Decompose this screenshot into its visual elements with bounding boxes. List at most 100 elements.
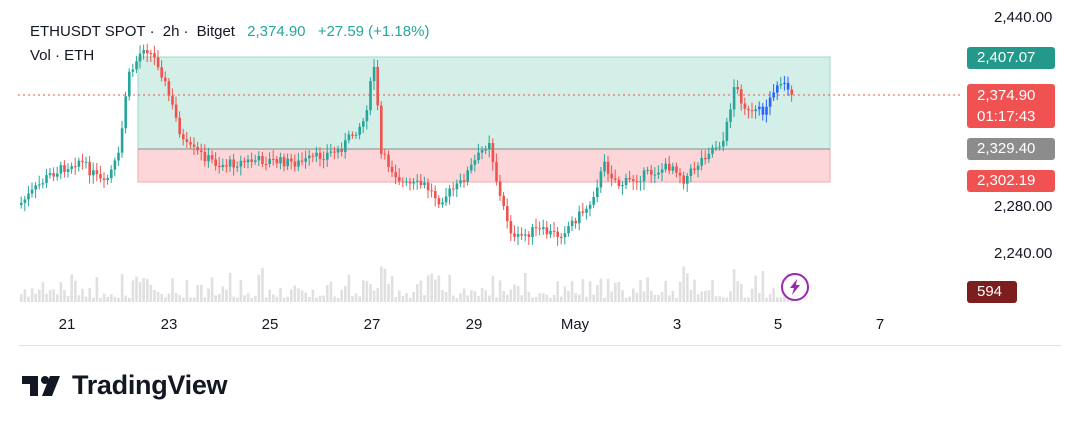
volume-bar — [560, 296, 563, 302]
candle-body — [196, 146, 199, 151]
volume-legend[interactable]: Vol · ETH — [30, 47, 95, 64]
candle-body — [704, 157, 707, 160]
volume-bar — [520, 295, 523, 302]
candle-body — [387, 154, 390, 167]
volume-bar — [27, 296, 30, 302]
loss-zone[interactable] — [137, 148, 831, 183]
candle-body — [27, 193, 30, 200]
volume-bar — [380, 266, 383, 302]
volume-bar — [693, 279, 696, 302]
volume-bar — [664, 280, 667, 302]
volume-bar — [563, 286, 567, 302]
volume-bar — [59, 282, 63, 302]
volume-bar — [182, 297, 185, 302]
exchange[interactable]: Bitget — [196, 23, 235, 40]
symbol-header[interactable]: ETHUSDT SPOT · 2h · Bitget 2,374.90 +27.59… — [30, 23, 430, 40]
volume-bar — [768, 293, 772, 302]
candle-body — [617, 179, 621, 187]
candle-body — [430, 190, 433, 192]
volume-bar — [189, 297, 192, 302]
candle-body — [41, 183, 45, 185]
volume-bar — [264, 297, 268, 302]
candle-body — [452, 188, 455, 190]
candle-body — [369, 81, 372, 111]
candle-body — [120, 128, 124, 153]
candle-body — [218, 165, 221, 168]
candle-body — [606, 161, 610, 174]
volume-bar — [650, 290, 653, 302]
lightning-bolt-icon[interactable] — [781, 273, 809, 301]
candle-body — [182, 134, 185, 140]
volume-bar — [473, 291, 477, 302]
candle-body — [790, 89, 793, 95]
candle-body — [200, 150, 203, 153]
candle-body — [297, 160, 300, 167]
volume-bar — [502, 291, 505, 302]
volume-bar — [362, 280, 365, 302]
candle-body — [542, 227, 545, 229]
candle-body — [171, 95, 174, 105]
candle-body — [146, 50, 149, 54]
volume-bar — [567, 290, 570, 302]
volume-bar — [135, 276, 138, 302]
volume-bar — [459, 293, 462, 302]
candle-body — [686, 176, 689, 184]
profit-zone[interactable] — [137, 56, 831, 150]
tradingview-brand[interactable]: TradingView — [22, 370, 228, 401]
volume-bar — [480, 288, 484, 302]
candle-body — [560, 236, 563, 238]
volume-bar — [257, 274, 261, 302]
candle-body — [131, 69, 135, 72]
candle-body — [232, 159, 235, 168]
candle-body — [293, 161, 297, 167]
candle-body — [700, 157, 703, 166]
candle-body — [142, 50, 145, 54]
volume-bar — [714, 296, 718, 302]
volume-bar — [671, 290, 675, 302]
volume-bar — [318, 295, 322, 302]
candle-body — [491, 143, 495, 163]
candle-body — [153, 53, 156, 58]
volume-bar — [164, 297, 167, 302]
chart-canvas[interactable] — [18, 0, 1062, 345]
volume-bar — [437, 275, 441, 302]
candle-body — [326, 152, 329, 160]
volume-bar — [110, 294, 113, 302]
volume-bar — [754, 275, 757, 302]
volume-bar — [153, 289, 156, 302]
volume-bar — [261, 267, 264, 302]
volume-bar — [268, 289, 271, 302]
chart-panel[interactable]: ETHUSDT SPOT · 2h · Bitget 2,374.90 +27.59… — [18, 0, 1062, 346]
candle-body — [59, 165, 63, 174]
volume-bar — [192, 297, 196, 302]
candle-body — [646, 169, 649, 171]
volume-bar — [171, 278, 174, 302]
volume-bar — [347, 274, 351, 302]
volume-bar — [527, 291, 531, 302]
volume-bar — [99, 297, 102, 302]
candle-body — [275, 159, 279, 164]
volume-bar — [596, 285, 599, 302]
volume-bar — [56, 294, 59, 302]
candle-body — [754, 109, 757, 112]
candle-body — [621, 185, 624, 187]
candle-body — [311, 155, 315, 157]
candle-body — [459, 180, 462, 184]
price-change: +27.59 (+1.18%) — [317, 23, 430, 40]
candle-body — [765, 106, 768, 115]
candle-body — [117, 152, 120, 161]
volume-bar — [372, 290, 376, 302]
volume-bar — [351, 296, 354, 302]
volume-bar — [538, 293, 541, 302]
volume-bar — [369, 284, 372, 302]
candle-body — [498, 181, 502, 196]
symbol-name[interactable]: ETHUSDT SPOT — [30, 23, 146, 40]
candle-body — [783, 82, 786, 84]
candle-body — [578, 211, 581, 224]
candle-body — [282, 157, 286, 167]
volume-bar — [45, 293, 48, 302]
candle-body — [772, 92, 775, 98]
zone-top-price-tag: 2,407.07 — [967, 47, 1055, 69]
candle-body — [34, 185, 37, 190]
interval[interactable]: 2h — [162, 23, 180, 40]
